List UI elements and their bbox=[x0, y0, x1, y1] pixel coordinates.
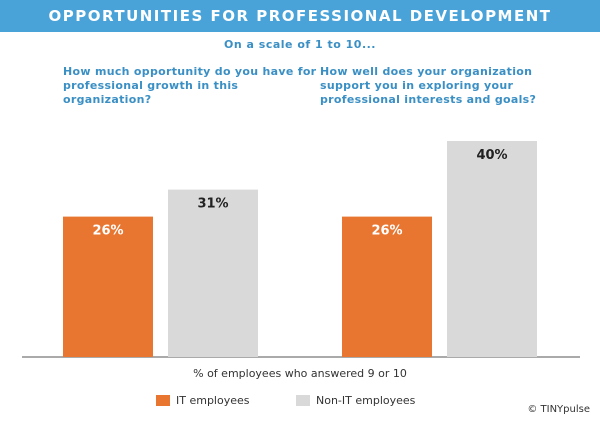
legend-swatch-it bbox=[156, 395, 170, 406]
source-credit: © TINYpulse bbox=[527, 404, 590, 415]
legend-label-non-it: Non-IT employees bbox=[316, 394, 416, 407]
legend-swatch-non-it bbox=[296, 395, 310, 406]
legend-item-non-it: Non-IT employees bbox=[296, 394, 415, 407]
chart-title: OPPORTUNITIES FOR PROFESSIONAL DEVELOPME… bbox=[0, 0, 600, 32]
bar-q2-non-it bbox=[447, 141, 537, 357]
question-1-label: How much opportunity do you have for pro… bbox=[63, 65, 317, 106]
legend-label-it: IT employees bbox=[176, 394, 250, 407]
bar-q1-it bbox=[63, 216, 153, 357]
value-label-q1-it: 26% bbox=[92, 224, 123, 239]
value-label-q2-non-it: 40% bbox=[476, 148, 507, 163]
value-label-q1-non-it: 31% bbox=[197, 197, 228, 212]
x-axis-label: % of employees who answered 9 or 10 bbox=[193, 367, 407, 380]
bar-q1-non-it bbox=[168, 189, 258, 357]
question-2-label: How well does your organization support … bbox=[320, 65, 537, 106]
value-label-q2-it: 26% bbox=[371, 224, 402, 239]
legend-item-it: IT employees bbox=[156, 394, 250, 407]
bar-q2-it bbox=[342, 216, 432, 357]
chart-subtitle: On a scale of 1 to 10... bbox=[224, 38, 376, 51]
